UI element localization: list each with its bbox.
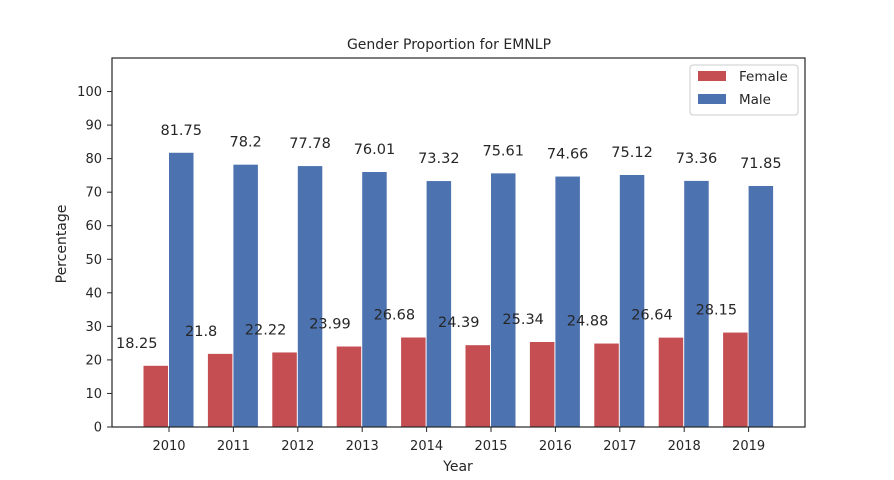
data-label-female: 26.68 — [374, 308, 416, 324]
bar-female-2014 — [401, 337, 426, 427]
y-tick-label: 60 — [85, 219, 102, 234]
y-tick-label: 0 — [94, 421, 102, 436]
y-tick-label: 40 — [85, 286, 102, 301]
y-tick-label: 100 — [77, 85, 102, 100]
legend: Female Male — [689, 64, 799, 116]
data-label-male: 74.66 — [547, 147, 589, 163]
data-label-female: 24.88 — [567, 314, 609, 330]
chart-title: Gender Proportion for EMNLP — [347, 37, 551, 53]
data-label-female: 22.22 — [245, 322, 287, 338]
data-label-male: 78.2 — [230, 135, 262, 151]
data-label-female: 26.64 — [631, 308, 673, 324]
legend-swatch-male — [698, 94, 726, 104]
data-label-female: 21.8 — [185, 324, 217, 340]
data-label-male: 73.36 — [676, 151, 718, 167]
bar-female-2013 — [336, 346, 362, 427]
legend-swatch-female — [698, 71, 726, 81]
bar-female-2018 — [658, 337, 684, 427]
data-label-male: 76.01 — [354, 142, 396, 158]
x-tick-label: 2018 — [668, 439, 701, 454]
bar-male-2010 — [169, 152, 194, 427]
data-label-female: 18.25 — [116, 336, 158, 352]
y-tick-label: 10 — [85, 387, 102, 402]
y-tick-label: 90 — [85, 119, 102, 134]
x-tick-label: 2019 — [732, 439, 765, 454]
bar-male-2015 — [491, 173, 516, 427]
bar-female-2015 — [465, 345, 490, 427]
plot-area: 0 10 20 30 40 50 60 70 80 90 100 18.25 81.75 2010 21.8… — [77, 85, 781, 454]
data-label-female: 25.34 — [502, 312, 544, 328]
bar-female-2010 — [143, 365, 168, 427]
bar-male-2017 — [619, 175, 645, 427]
bar-female-2019 — [723, 332, 748, 427]
y-tick-label: 30 — [85, 320, 102, 335]
bar-male-2011 — [233, 164, 258, 427]
bar-male-2013 — [362, 172, 387, 427]
bar-female-2016 — [529, 341, 555, 427]
data-label-male: 73.32 — [418, 151, 460, 167]
x-tick-label: 2010 — [152, 439, 185, 454]
data-label-male: 75.12 — [611, 145, 653, 161]
plot-frame — [111, 57, 806, 428]
legend-label-female: Female — [739, 69, 788, 85]
data-label-female: 23.99 — [309, 317, 351, 333]
x-tick-label: 2012 — [281, 439, 314, 454]
bar-male-2016 — [555, 176, 580, 427]
bar-male-2012 — [297, 166, 323, 428]
data-label-female: 24.39 — [438, 315, 480, 331]
bar-male-2014 — [426, 181, 452, 427]
y-tick-label: 70 — [85, 186, 102, 201]
x-tick-label: 2011 — [217, 439, 250, 454]
legend-label-male: Male — [739, 92, 771, 108]
x-axis-title: Year — [442, 459, 473, 475]
data-label-male: 77.78 — [289, 136, 331, 152]
data-label-female: 28.15 — [696, 303, 738, 319]
bar-male-2019 — [748, 185, 774, 427]
x-tick-label: 2014 — [410, 439, 443, 454]
bar-male-2018 — [684, 180, 709, 427]
y-tick-label: 20 — [85, 353, 102, 368]
x-tick-label: 2015 — [474, 439, 507, 454]
bar-female-2011 — [207, 353, 233, 427]
data-label-male: 81.75 — [160, 123, 202, 139]
data-label-male: 71.85 — [740, 156, 782, 172]
data-label-male: 75.61 — [482, 143, 524, 159]
bar-female-2012 — [272, 352, 297, 427]
y-axis-title: Percentage — [54, 205, 70, 284]
x-tick-label: 2016 — [539, 439, 572, 454]
y-tick-label: 80 — [85, 152, 102, 167]
x-tick-label: 2017 — [603, 439, 636, 454]
x-tick-label: 2013 — [346, 439, 379, 454]
bar-female-2017 — [594, 343, 619, 427]
y-tick-label: 50 — [85, 253, 102, 268]
